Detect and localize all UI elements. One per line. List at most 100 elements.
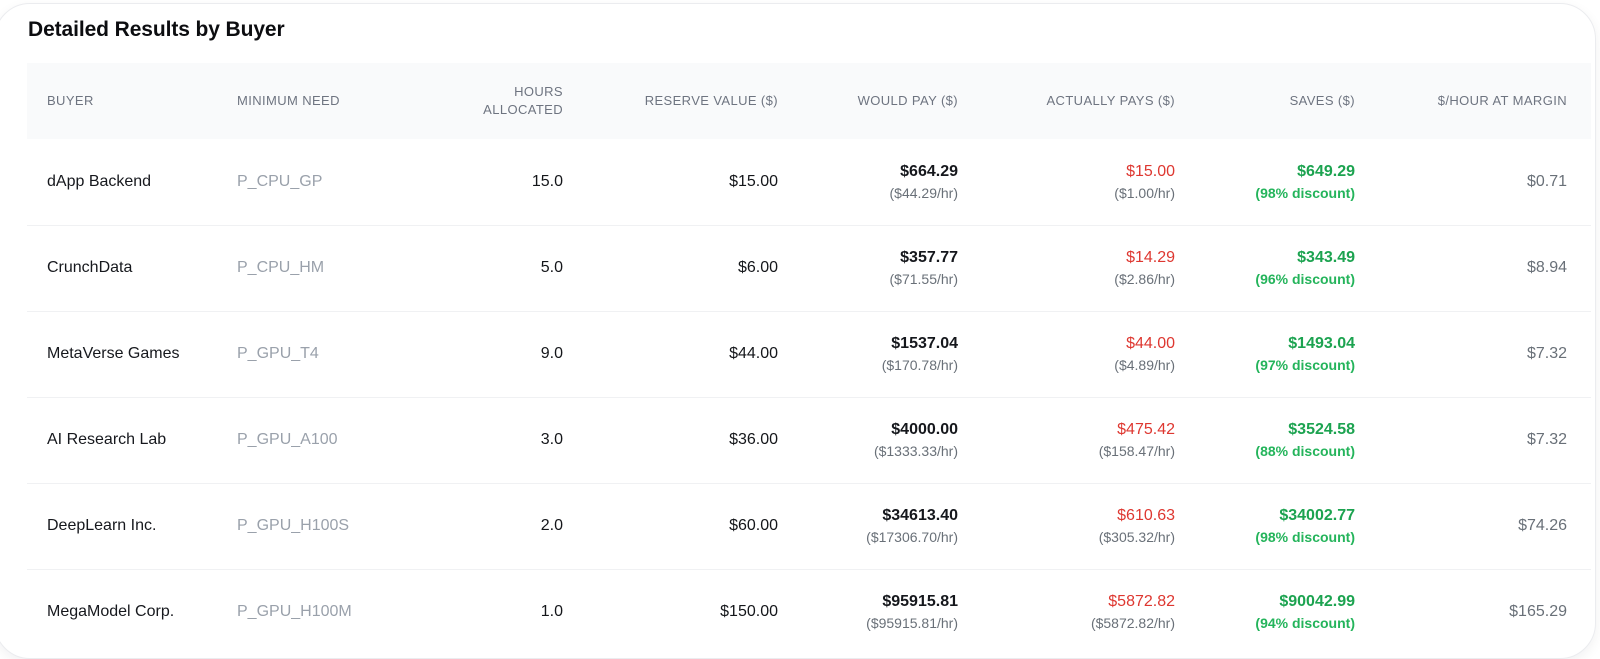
column-header-margin: $/HOUR AT MARGIN bbox=[1379, 63, 1591, 139]
saves-discount: (94% discount) bbox=[1255, 615, 1355, 632]
actually-pays-amount: $44.00 bbox=[1126, 335, 1175, 352]
hours-allocated-cell: 3.0 bbox=[403, 397, 587, 484]
saves-cell: $3524.58 (88% discount) bbox=[1199, 397, 1379, 484]
actually-pays-cell: $15.00 ($1.00/hr) bbox=[982, 139, 1199, 226]
would-pay-rate: ($71.55/hr) bbox=[889, 271, 958, 287]
saves-amount: $90042.99 bbox=[1279, 593, 1355, 611]
hours-allocated-cell: 5.0 bbox=[403, 225, 587, 312]
actually-pays-amount: $610.63 bbox=[1117, 507, 1175, 524]
saves-cell: $34002.77 (98% discount) bbox=[1199, 483, 1379, 570]
actually-pays-cell: $5872.82 ($5872.82/hr) bbox=[982, 569, 1199, 655]
table-body: dApp Backend P_CPU_GP 15.0 $15.00 $664.29 ($4… bbox=[27, 139, 1591, 655]
buyer-cell: DeepLearn Inc. bbox=[27, 483, 213, 570]
minimum-need-cell: P_CPU_GP bbox=[213, 139, 403, 226]
hours-value: 5.0 bbox=[540, 259, 563, 276]
saves-cell: $343.49 (96% discount) bbox=[1199, 225, 1379, 312]
saves-discount: (88% discount) bbox=[1255, 443, 1355, 459]
need-code: P_CPU_GP bbox=[237, 172, 323, 190]
column-header-label: MINIMUM NEED bbox=[237, 93, 340, 108]
margin-cell: $0.71 bbox=[1379, 139, 1591, 226]
saves-amount: $649.29 bbox=[1297, 162, 1355, 180]
buyer-name: DeepLearn Inc. bbox=[47, 517, 157, 534]
saves-amount: $3524.58 bbox=[1288, 421, 1355, 438]
reserve-value-cell: $36.00 bbox=[587, 397, 802, 484]
actually-pays-cell: $475.42 ($158.47/hr) bbox=[982, 397, 1199, 484]
actually-pays-amount: $475.42 bbox=[1117, 421, 1175, 438]
column-header-saves: SAVES ($) bbox=[1199, 63, 1379, 139]
saves-discount: (96% discount) bbox=[1255, 271, 1355, 287]
margin-value: $7.32 bbox=[1526, 431, 1567, 448]
hours-value: 2.0 bbox=[540, 517, 563, 534]
hours-allocated-cell: 1.0 bbox=[403, 569, 587, 655]
table-row: CrunchData P_CPU_HM 5.0 $6.00 $357.77 ($71.55… bbox=[27, 225, 1591, 312]
hours-allocated-cell: 9.0 bbox=[403, 311, 587, 398]
margin-value: $7.32 bbox=[1526, 345, 1567, 362]
would-pay-cell: $664.29 ($44.29/hr) bbox=[802, 139, 982, 226]
column-header-label: ACTUALLY PAYS ($) bbox=[1046, 93, 1175, 108]
hours-value: 15.0 bbox=[531, 172, 563, 190]
margin-cell: $8.94 bbox=[1379, 225, 1591, 312]
actually-pays-rate: ($4.89/hr) bbox=[1114, 357, 1175, 373]
table-row: MetaVerse Games P_GPU_T4 9.0 $44.00 $1537.04… bbox=[27, 311, 1591, 398]
would-pay-rate: ($1333.33/hr) bbox=[873, 443, 958, 459]
need-code: P_GPU_A100 bbox=[237, 431, 338, 448]
minimum-need-cell: P_GPU_H100S bbox=[213, 483, 403, 570]
hours-allocated-cell: 15.0 bbox=[403, 139, 587, 226]
column-header-label: BUYER bbox=[47, 93, 94, 108]
margin-value: $0.71 bbox=[1526, 172, 1567, 190]
buyer-cell: AI Research Lab bbox=[27, 397, 213, 484]
reserve-value: $44.00 bbox=[729, 345, 778, 362]
table-row: MegaModel Corp. P_GPU_H100M 1.0 $150.00 $959… bbox=[27, 569, 1591, 655]
actually-pays-amount: $15.00 bbox=[1126, 162, 1175, 180]
saves-amount: $34002.77 bbox=[1279, 507, 1355, 524]
margin-cell: $74.26 bbox=[1379, 483, 1591, 570]
table-row: DeepLearn Inc. P_GPU_H100S 2.0 $60.00 $34613… bbox=[27, 483, 1591, 570]
results-table: BUYER MINIMUM NEED HOURS ALLOCATED RESERVE … bbox=[27, 63, 1591, 655]
would-pay-amount: $95915.81 bbox=[882, 593, 958, 611]
hours-allocated-cell: 2.0 bbox=[403, 483, 587, 570]
reserve-value-cell: $60.00 bbox=[587, 483, 802, 570]
would-pay-rate: ($95915.81/hr) bbox=[866, 615, 958, 632]
actually-pays-rate: ($1.00/hr) bbox=[1114, 184, 1175, 201]
saves-cell: $1493.04 (97% discount) bbox=[1199, 311, 1379, 398]
actually-pays-amount: $14.29 bbox=[1126, 249, 1175, 266]
saves-discount: (97% discount) bbox=[1255, 357, 1355, 373]
would-pay-rate: ($44.29/hr) bbox=[889, 184, 958, 201]
header-row: BUYER MINIMUM NEED HOURS ALLOCATED RESERVE … bbox=[27, 63, 1591, 139]
buyer-cell: dApp Backend bbox=[27, 139, 213, 226]
reserve-value-cell: $6.00 bbox=[587, 225, 802, 312]
would-pay-cell: $34613.40 ($17306.70/hr) bbox=[802, 483, 982, 570]
need-code: P_GPU_H100S bbox=[237, 517, 350, 534]
table-row: AI Research Lab P_GPU_A100 3.0 $36.00 $4000.… bbox=[27, 397, 1591, 484]
saves-discount: (98% discount) bbox=[1255, 529, 1355, 545]
reserve-value: $150.00 bbox=[720, 603, 778, 621]
saves-amount: $343.49 bbox=[1297, 249, 1355, 266]
minimum-need-cell: P_CPU_HM bbox=[213, 225, 403, 312]
minimum-need-cell: P_GPU_A100 bbox=[213, 397, 403, 484]
would-pay-cell: $357.77 ($71.55/hr) bbox=[802, 225, 982, 312]
saves-amount: $1493.04 bbox=[1288, 335, 1355, 352]
actually-pays-rate: ($158.47/hr) bbox=[1098, 443, 1175, 459]
buyer-name: MegaModel Corp. bbox=[47, 603, 175, 621]
column-header-label: RESERVE VALUE ($) bbox=[644, 93, 778, 108]
would-pay-cell: $1537.04 ($170.78/hr) bbox=[802, 311, 982, 398]
buyer-name: dApp Backend bbox=[47, 172, 152, 190]
margin-cell: $7.32 bbox=[1379, 397, 1591, 484]
need-code: P_CPU_HM bbox=[237, 259, 325, 276]
actually-pays-rate: ($2.86/hr) bbox=[1114, 271, 1175, 287]
margin-cell: $7.32 bbox=[1379, 311, 1591, 398]
would-pay-cell: $95915.81 ($95915.81/hr) bbox=[802, 569, 982, 655]
would-pay-amount: $34613.40 bbox=[882, 507, 958, 524]
column-header-label: $/HOUR AT MARGIN bbox=[1437, 93, 1567, 108]
would-pay-amount: $357.77 bbox=[900, 249, 958, 266]
margin-value: $74.26 bbox=[1518, 517, 1567, 534]
actually-pays-cell: $610.63 ($305.32/hr) bbox=[982, 483, 1199, 570]
buyer-cell: CrunchData bbox=[27, 225, 213, 312]
column-header-label: SAVES ($) bbox=[1289, 93, 1355, 108]
actually-pays-cell: $14.29 ($2.86/hr) bbox=[982, 225, 1199, 312]
minimum-need-cell: P_GPU_T4 bbox=[213, 311, 403, 398]
column-header-hours: HOURS ALLOCATED bbox=[403, 63, 587, 139]
actually-pays-rate: ($305.32/hr) bbox=[1098, 529, 1175, 545]
reserve-value: $36.00 bbox=[729, 431, 778, 448]
need-code: P_GPU_H100M bbox=[237, 603, 352, 621]
